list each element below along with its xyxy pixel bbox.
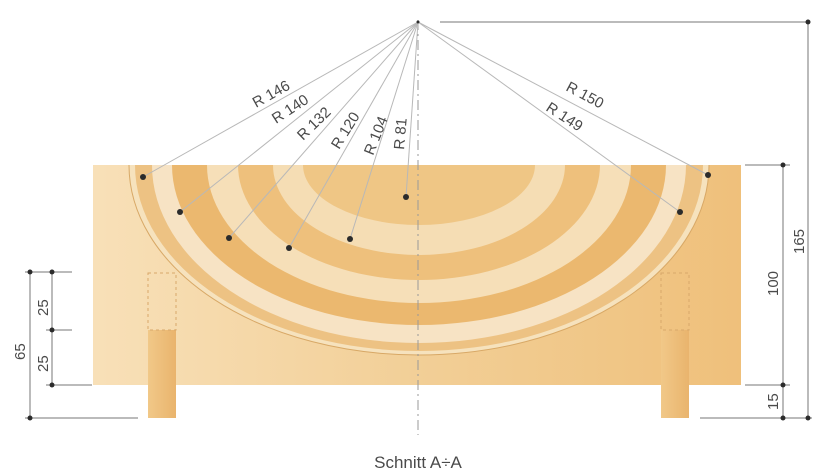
ray-r81 [405,21,419,198]
point-r149 [677,209,683,215]
ray-r150 [417,21,709,176]
section-caption: Schnitt A÷A [374,453,462,472]
point-r120 [286,245,292,251]
dim-15: 15 [765,393,782,410]
ray-r146 [142,21,419,178]
label-r149: R 149 [543,99,586,135]
right-dimensions: 165 100 15 [440,19,812,421]
ring-layers [128,165,710,356]
label-r104: R 104 [361,114,392,157]
point-r132 [226,235,232,241]
radius-rays [142,21,709,249]
dim-165: 165 [791,229,808,254]
point-r150 [705,172,711,178]
ray-r104 [349,21,419,240]
point-r140 [177,209,183,215]
ray-r120 [288,21,419,249]
dim-100: 100 [765,271,782,296]
left-dimensions: 65 25 25 [12,269,138,421]
dim-25-upper: 25 [35,299,52,316]
ray-r132 [228,21,419,239]
ring-outline [128,165,710,356]
left-foot [147,272,177,418]
dim-25-lower: 25 [35,355,52,372]
point-centre [416,20,420,24]
dim-65: 65 [12,343,29,360]
point-r104 [347,236,353,242]
ray-r140 [179,21,419,213]
label-r150: R 150 [563,79,606,113]
right-foot [660,272,690,418]
point-r146 [140,174,146,180]
point-r81 [403,194,409,200]
ray-r149 [417,21,681,213]
ring-r81 [303,165,535,225]
label-r81: R 81 [391,117,411,150]
radius-labels: R 146 R 140 R 132 R 120 R 104 R 81 R 150… [250,77,607,157]
radius-points [140,20,711,251]
